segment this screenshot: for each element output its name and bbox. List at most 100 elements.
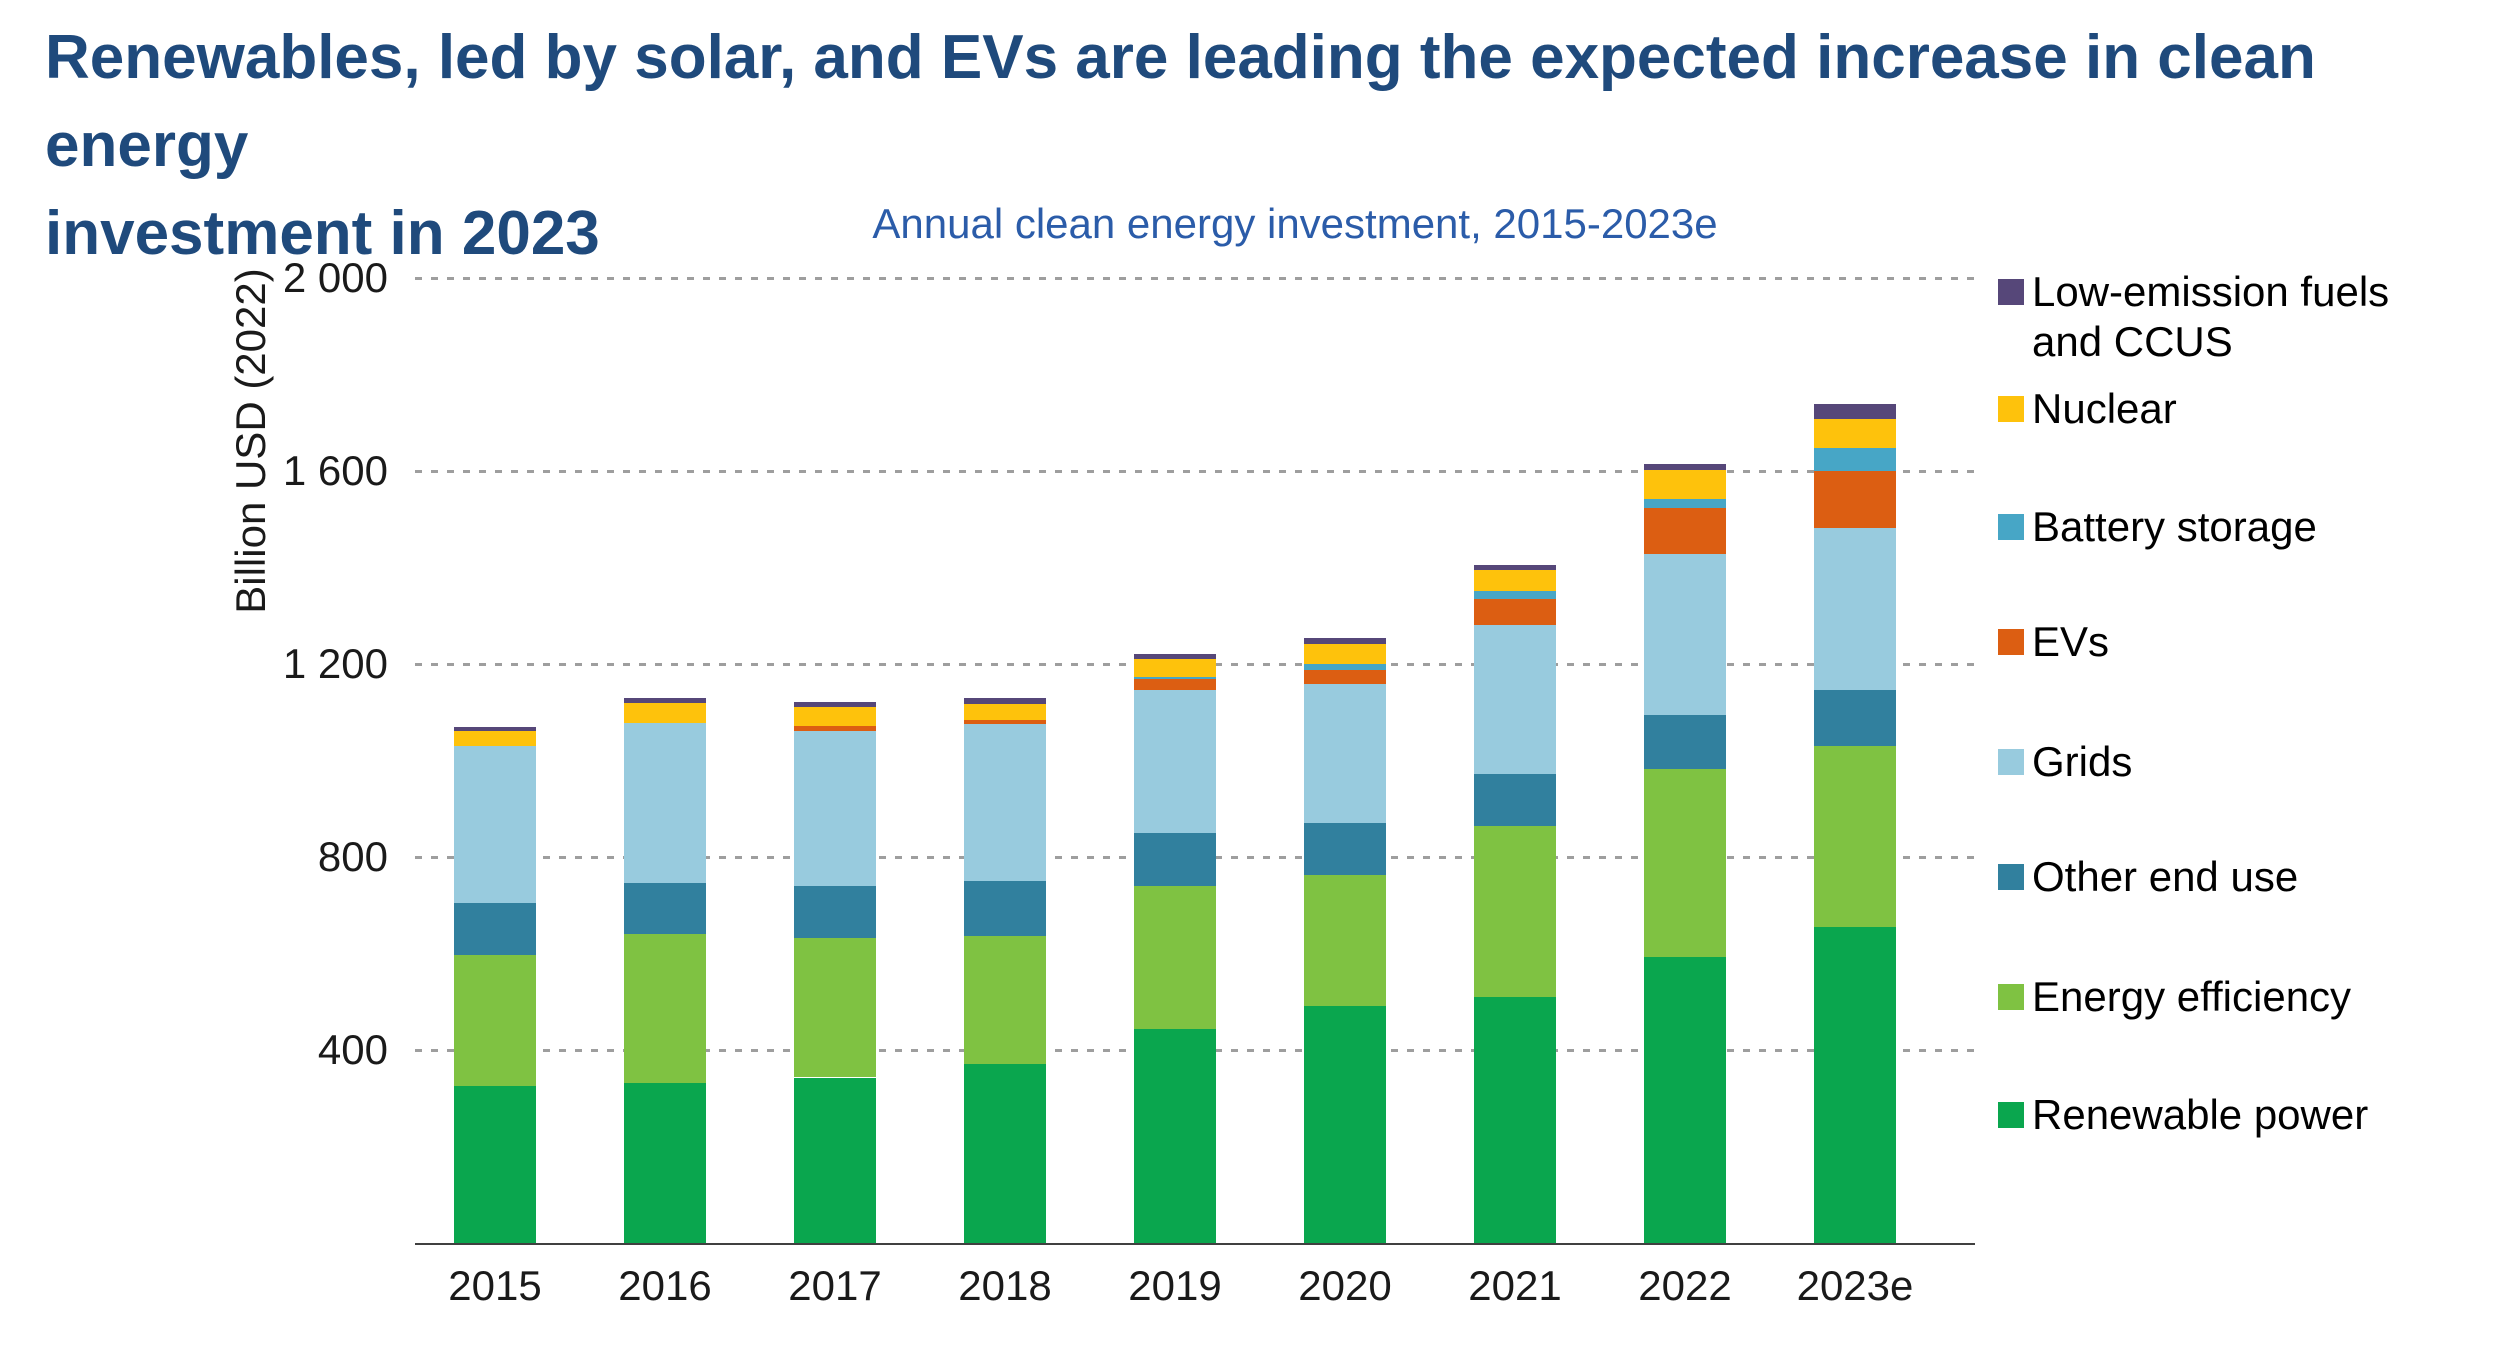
legend-item-energy-efficiency: Energy efficiency: [1998, 972, 2392, 1022]
bar-2020-energy-efficiency: [1304, 874, 1386, 1006]
bar-2022-energy-efficiency: [1644, 768, 1726, 957]
legend-swatch-evs: [1998, 629, 2024, 655]
bar-2021-battery-storage: [1474, 591, 1556, 599]
bar-2017-other-end-use: [794, 886, 876, 938]
y-tick-800: 800: [317, 833, 388, 880]
bar-2020-evs: [1304, 669, 1386, 685]
bar-2016-low-emission-fuels-and-ccus: [624, 697, 706, 704]
legend-swatch-energy-efficiency: [1998, 984, 2024, 1010]
y-tick-1200: 1 200: [282, 640, 388, 687]
bar-2019-low-emission-fuels-and-ccus: [1134, 654, 1216, 659]
x-tick-2023e: 2023e: [1796, 1262, 1914, 1309]
bar-2021-grids: [1474, 624, 1556, 774]
bar-2021-other-end-use: [1474, 774, 1556, 827]
bar-2022-nuclear: [1644, 469, 1726, 499]
legend-swatch-low-emission-fuels-and-ccus: [1998, 279, 2024, 305]
bar-2018-nuclear: [964, 703, 1046, 720]
legend-swatch-other-end-use: [1998, 864, 2024, 890]
bar-2019-battery-storage: [1134, 677, 1216, 679]
x-tick-2016: 2016: [618, 1262, 712, 1309]
gridline-2000: [415, 277, 1975, 280]
bar-2020-battery-storage: [1304, 664, 1386, 670]
bar-2015-nuclear: [454, 731, 536, 746]
bar-2020-low-emission-fuels-and-ccus: [1304, 638, 1386, 644]
y-tick-2000: 2 000: [282, 254, 388, 301]
bar-2016-nuclear: [624, 703, 706, 723]
bar-2022-renewable-power: [1644, 956, 1726, 1243]
bar-2019-nuclear: [1134, 658, 1216, 678]
x-tick-2022: 2022: [1638, 1262, 1732, 1309]
bar-2023e-nuclear: [1814, 418, 1896, 449]
legend-swatch-nuclear: [1998, 396, 2024, 422]
legend-item-renewable-power: Renewable power: [1998, 1090, 2392, 1140]
legend-item-low-emission-fuels-and-ccus: Low-emission fuels and CCUS: [1998, 267, 2392, 367]
bar-2020-nuclear: [1304, 643, 1386, 665]
x-tick-2021: 2021: [1468, 1262, 1562, 1309]
bar-2017-energy-efficiency: [794, 937, 876, 1078]
bar-2023e-grids: [1814, 527, 1896, 691]
legend-label-evs: EVs: [2032, 618, 2110, 665]
legend-item-grids: Grids: [1998, 737, 2392, 787]
bar-2016-grids: [624, 722, 706, 884]
bar-2021-evs: [1474, 598, 1556, 625]
bar-2019-other-end-use: [1134, 832, 1216, 887]
bar-2016-renewable-power: [624, 1082, 706, 1243]
legend-item-nuclear: Nuclear: [1998, 384, 2392, 434]
legend-item-battery-storage: Battery storage: [1998, 502, 2392, 552]
bar-2019-renewable-power: [1134, 1029, 1216, 1243]
legend-label-battery-storage: Battery storage: [2032, 503, 2317, 550]
bar-2022-evs: [1644, 508, 1726, 554]
bar-2021-low-emission-fuels-and-ccus: [1474, 565, 1556, 571]
page-title-line2: investment in 2023: [45, 199, 600, 268]
bar-2020-renewable-power: [1304, 1005, 1386, 1243]
bar-2023e-other-end-use: [1814, 690, 1896, 746]
bar-2015-renewable-power: [454, 1086, 536, 1243]
page-title: Renewables, led by solar, and EVs are le…: [45, 14, 2445, 278]
bar-2023e-evs: [1814, 471, 1896, 528]
gridline-1600: [415, 470, 1975, 473]
bar-2017-nuclear: [794, 707, 876, 727]
y-tick-1600: 1 600: [282, 447, 388, 494]
page-title-line1: Renewables, led by solar, and EVs are le…: [45, 23, 2316, 180]
bar-2018-energy-efficiency: [964, 935, 1046, 1065]
bar-2021-renewable-power: [1474, 997, 1556, 1243]
x-tick-2020: 2020: [1298, 1262, 1392, 1309]
bar-2017-grids: [794, 730, 876, 887]
legend-label-renewable-power: Renewable power: [2032, 1091, 2369, 1138]
bar-2023e-renewable-power: [1814, 926, 1896, 1243]
bar-2023e-energy-efficiency: [1814, 745, 1896, 927]
bar-2015-low-emission-fuels-and-ccus: [454, 727, 536, 732]
bar-2017-evs: [794, 726, 876, 731]
bar-2016-energy-efficiency: [624, 933, 706, 1083]
legend-swatch-grids: [1998, 749, 2024, 775]
x-tick-2018: 2018: [958, 1262, 1052, 1309]
bar-2022-battery-storage: [1644, 498, 1726, 509]
bar-2018-other-end-use: [964, 881, 1046, 936]
bar-2023e-battery-storage: [1814, 448, 1896, 471]
bar-2022-grids: [1644, 553, 1726, 716]
bar-2018-renewable-power: [964, 1064, 1046, 1243]
bar-2016-other-end-use: [624, 883, 706, 934]
legend-item-evs: EVs: [1998, 617, 2392, 667]
bar-2019-grids: [1134, 690, 1216, 833]
legend-label-energy-efficiency: Energy efficiency: [2032, 973, 2352, 1020]
y-tick-400: 400: [317, 1026, 388, 1073]
legend-swatch-renewable-power: [1998, 1102, 2024, 1128]
legend-swatch-battery-storage: [1998, 514, 2024, 540]
legend-item-other-end-use: Other end use: [1998, 852, 2392, 902]
legend-label-grids: Grids: [2032, 738, 2133, 785]
bar-2021-nuclear: [1474, 570, 1556, 592]
x-tick-2015: 2015: [448, 1262, 542, 1309]
bar-2019-energy-efficiency: [1134, 886, 1216, 1030]
bar-2022-other-end-use: [1644, 715, 1726, 769]
bar-2017-renewable-power: [794, 1077, 876, 1243]
x-tick-2017: 2017: [788, 1262, 882, 1309]
bar-2018-grids: [964, 724, 1046, 882]
bar-2022-low-emission-fuels-and-ccus: [1644, 464, 1726, 470]
chart-title: Annual clean energy investment, 2015-202…: [872, 200, 1718, 247]
x-tick-2019: 2019: [1128, 1262, 1222, 1309]
bar-2018-evs: [964, 719, 1046, 725]
bar-2018-low-emission-fuels-and-ccus: [964, 698, 1046, 704]
legend-label-other-end-use: Other end use: [2032, 853, 2299, 900]
